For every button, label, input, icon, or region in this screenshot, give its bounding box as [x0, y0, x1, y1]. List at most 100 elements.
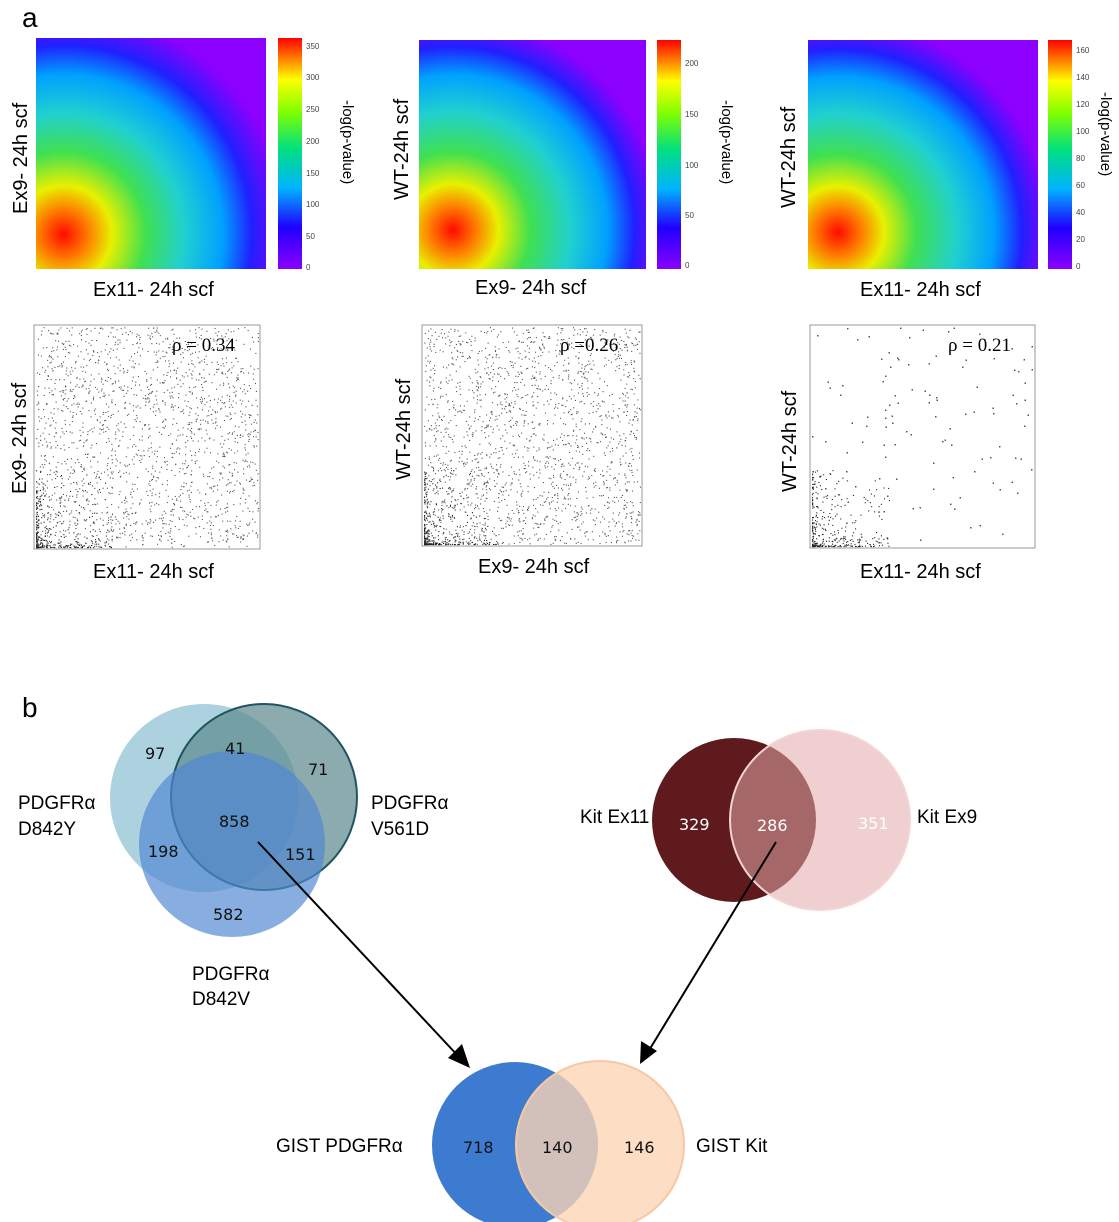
- scatter-point: [633, 393, 635, 395]
- scatter-point: [243, 489, 245, 491]
- scatter-point: [560, 487, 562, 489]
- scatter-point: [574, 538, 576, 540]
- scatter-point: [137, 405, 139, 407]
- scatter-point: [226, 394, 228, 396]
- scatter-point: [50, 446, 52, 448]
- scatter-point: [464, 445, 466, 447]
- scatter-point: [850, 514, 852, 516]
- scatter-point: [625, 516, 627, 518]
- scatter-point: [603, 482, 605, 484]
- scatter-point: [149, 522, 151, 524]
- scatter-point: [79, 544, 81, 546]
- scatter-point: [158, 534, 160, 536]
- scatter-point: [547, 466, 549, 468]
- scatter-point: [495, 469, 497, 471]
- scatter-point: [533, 527, 535, 529]
- scatter-point: [474, 544, 476, 546]
- scatter-point: [65, 430, 67, 432]
- scatter-point: [182, 468, 184, 470]
- scatter-point: [581, 523, 583, 525]
- scatter-point: [231, 347, 233, 349]
- scatter-point: [471, 542, 473, 544]
- scatter-point: [834, 495, 836, 497]
- scatter-point: [42, 499, 44, 501]
- scatter-point: [148, 502, 150, 504]
- scatter-point: [516, 508, 518, 510]
- scatter-point: [522, 509, 524, 511]
- scatter-point: [450, 544, 452, 546]
- scatter-point: [455, 425, 457, 427]
- scatter-point: [437, 412, 439, 414]
- scatter-point: [515, 422, 517, 424]
- scatter-point: [831, 498, 833, 500]
- scatter-point: [235, 394, 237, 396]
- scatter-point: [51, 394, 53, 396]
- scatter-point: [248, 495, 250, 497]
- scatter-point: [498, 497, 500, 499]
- scatter-point: [101, 377, 103, 379]
- scatter-point: [225, 540, 227, 542]
- scatter-point: [570, 538, 572, 540]
- scatter-point: [216, 368, 218, 370]
- scatter-point: [504, 408, 506, 410]
- scatter-point: [846, 541, 848, 543]
- scatter-point: [448, 364, 450, 366]
- scatter-point: [441, 504, 443, 506]
- scatter-point: [537, 385, 539, 387]
- scatter-point: [88, 342, 90, 344]
- scatter-point: [575, 450, 577, 452]
- scatter-point: [68, 330, 70, 332]
- scatter-point: [481, 452, 483, 454]
- scatter-point: [459, 525, 461, 527]
- scatter-point: [519, 521, 521, 523]
- scatter-point: [542, 438, 544, 440]
- scatter-point: [470, 480, 472, 482]
- scatter-point: [619, 458, 621, 460]
- scatter-point: [626, 406, 628, 408]
- scatter-point: [211, 467, 213, 469]
- scatter-point: [883, 538, 885, 540]
- scatter-point: [251, 336, 253, 338]
- scatter-point: [164, 418, 166, 420]
- scatter-point: [107, 376, 109, 378]
- scatter-point: [80, 339, 82, 341]
- scatter-point: [567, 498, 569, 500]
- scatter-point: [447, 539, 449, 541]
- scatter-point: [559, 539, 561, 541]
- scatter-point: [132, 344, 134, 346]
- scatter-point: [175, 451, 177, 453]
- scatter-point: [234, 469, 236, 471]
- scatter-point: [464, 488, 466, 490]
- scatter-point: [452, 358, 454, 360]
- scatter-point: [570, 484, 572, 486]
- scatter-point: [65, 546, 67, 548]
- scatter-point: [576, 435, 578, 437]
- scatter-point: [573, 468, 575, 470]
- scatter-point: [473, 397, 475, 399]
- scatter-point: [248, 524, 250, 526]
- scatter-point: [41, 517, 43, 519]
- scatter-point: [168, 360, 170, 362]
- scatter-point: [444, 333, 446, 335]
- scatter-point: [237, 471, 239, 473]
- scatter-point: [226, 541, 228, 543]
- scatter-point: [509, 351, 511, 353]
- scatter-point: [556, 361, 558, 363]
- scatter-point: [497, 380, 499, 382]
- scatter-point: [451, 379, 453, 381]
- scatter-point: [149, 508, 151, 510]
- scatter-point: [630, 362, 632, 364]
- scatter-point: [618, 443, 620, 445]
- scatter-point: [108, 438, 110, 440]
- scatter-point: [486, 512, 488, 514]
- scatter-point: [620, 463, 622, 465]
- scatter-point: [598, 511, 600, 513]
- scatter-point: [67, 458, 69, 460]
- scatter-point: [151, 383, 153, 385]
- scatter-point: [164, 355, 166, 357]
- scatter-point: [38, 536, 40, 538]
- scatter-point: [40, 455, 42, 457]
- scatter-point: [133, 426, 135, 428]
- scatter-point: [47, 375, 49, 377]
- scatter-point: [468, 541, 470, 543]
